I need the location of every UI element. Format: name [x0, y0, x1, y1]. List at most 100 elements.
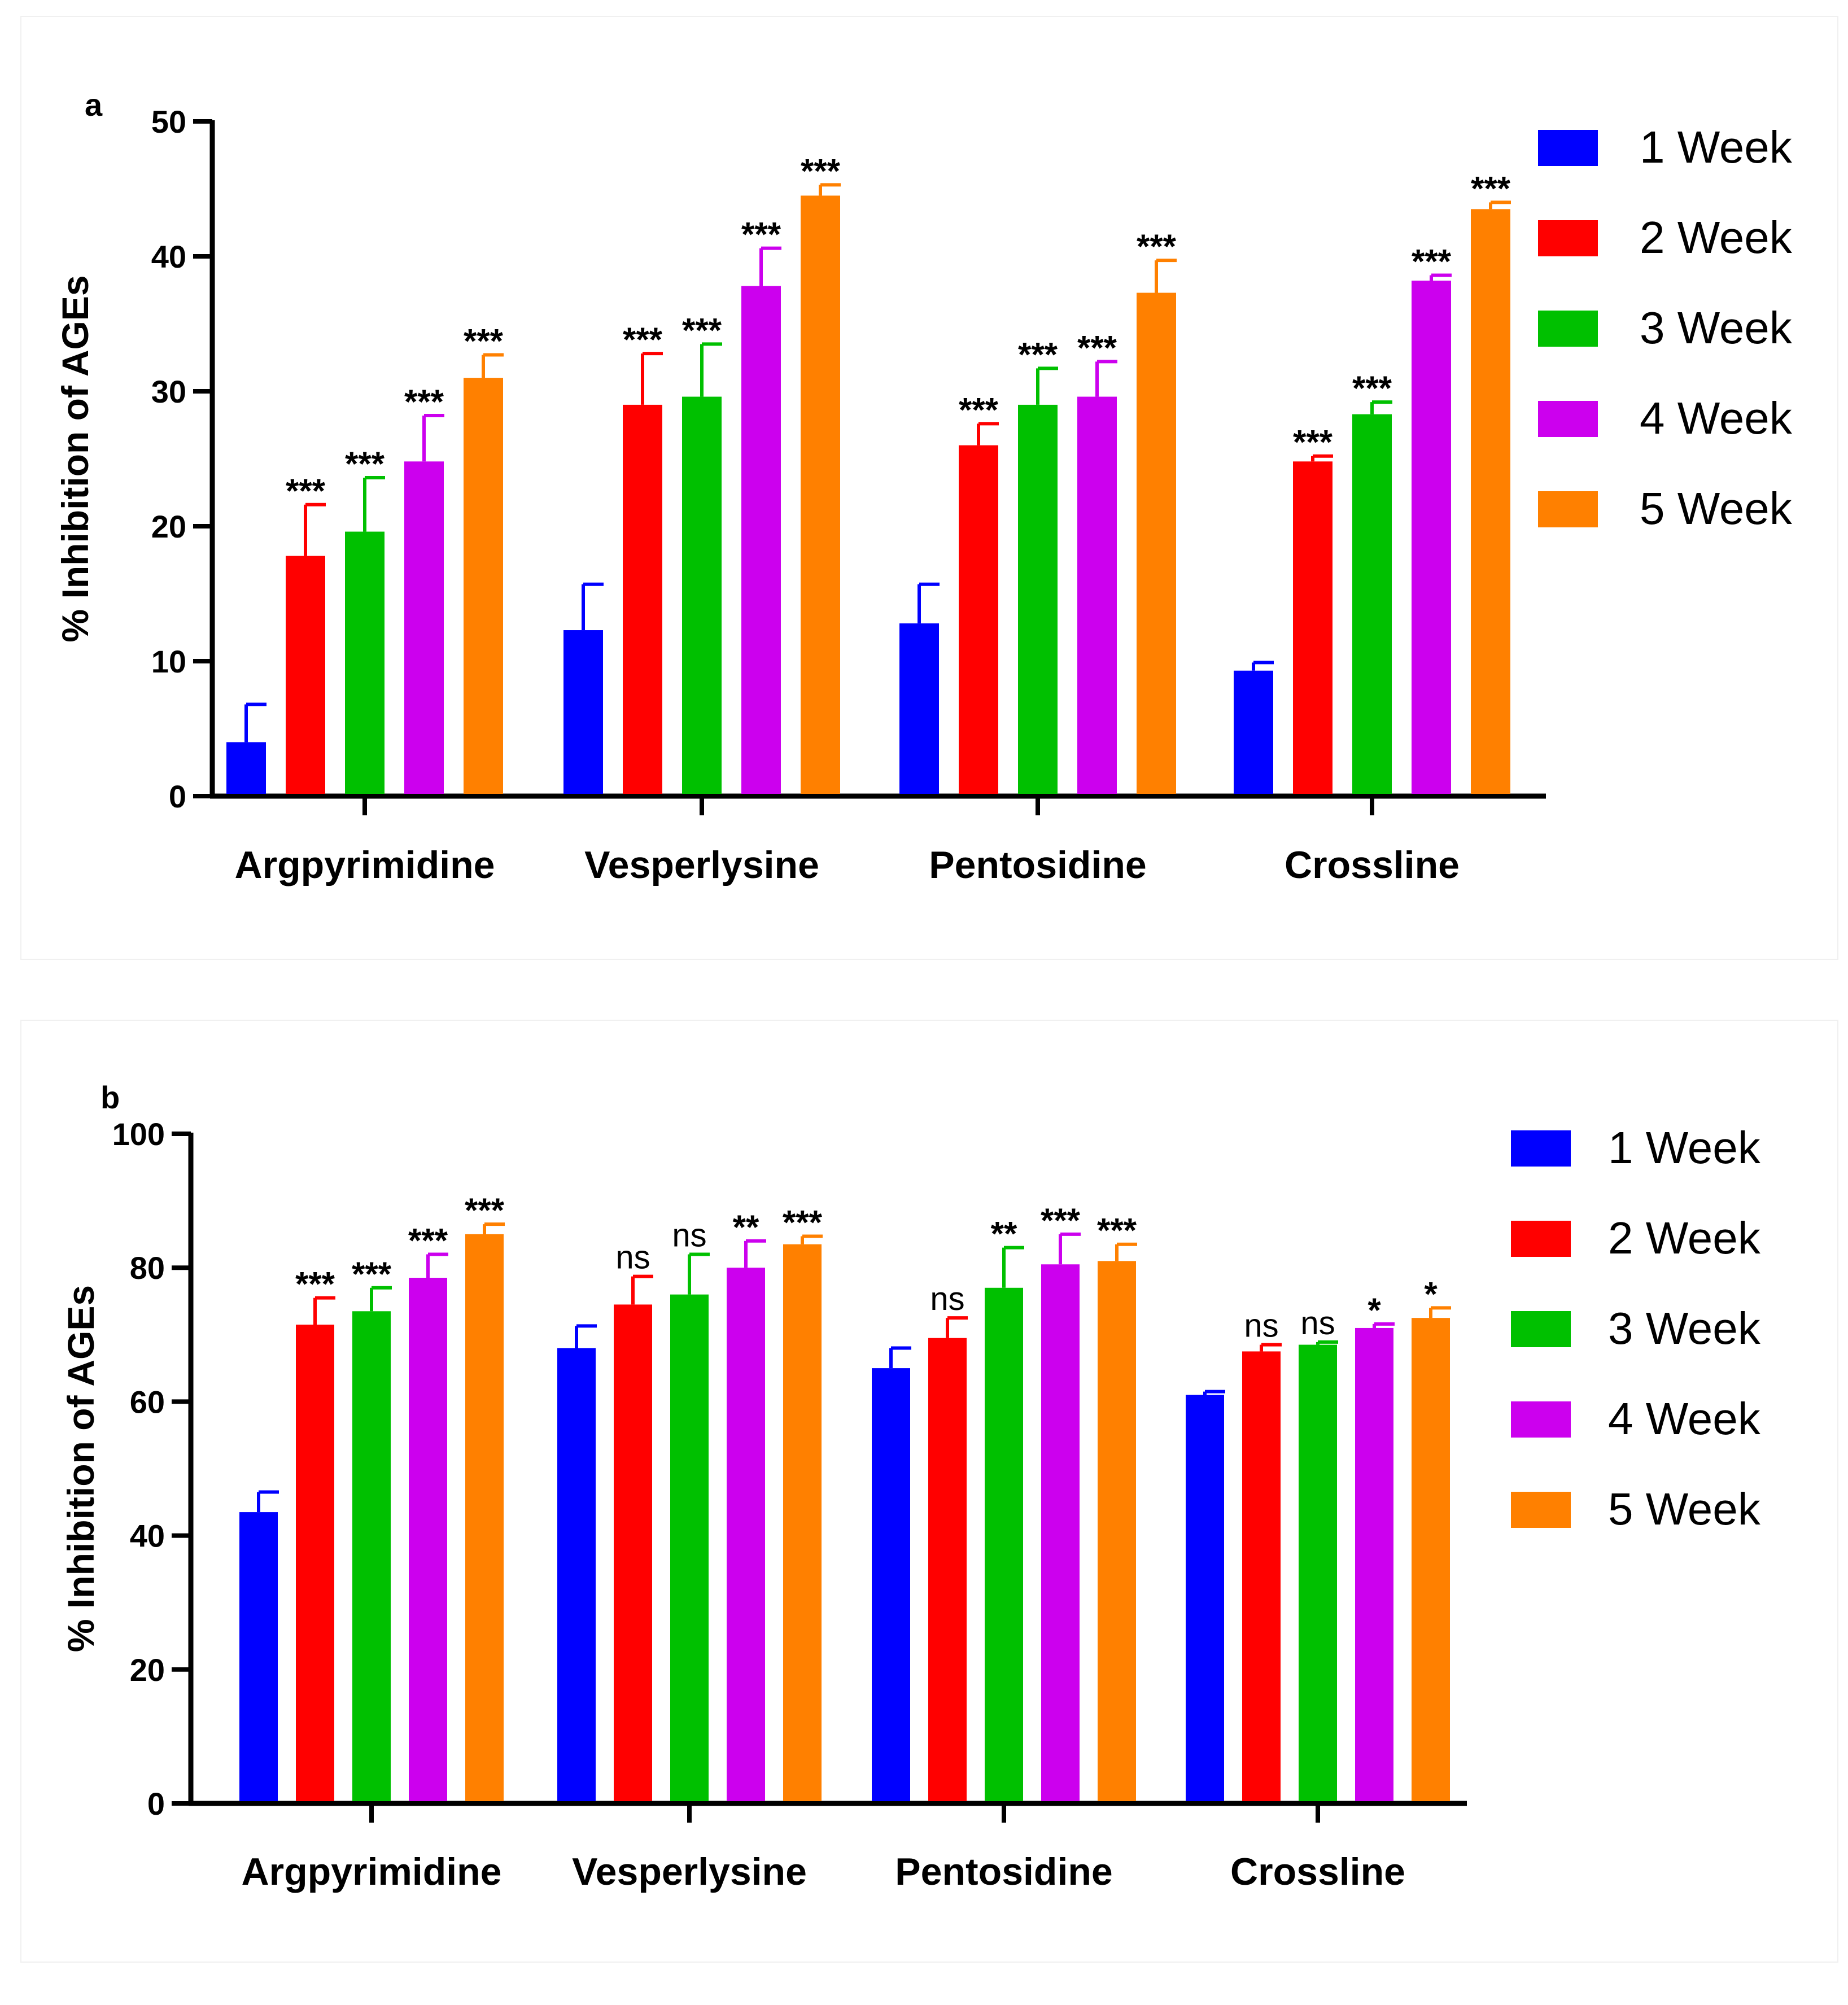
chart-b-legend-swatch	[1511, 1492, 1571, 1528]
chart-b-legend-label: 5 Week	[1608, 1484, 1761, 1534]
chart-b-bar	[1098, 1261, 1136, 1801]
chart-a-x-tick-label: Vesperlysine	[584, 844, 819, 886]
chart-a-bar	[345, 531, 385, 794]
chart-a-significance-label: ***	[1352, 369, 1392, 407]
chart-a-x-tick-label: Crossline	[1285, 844, 1460, 886]
chart-b-significance-label: ***	[1041, 1202, 1081, 1239]
chart-a-bar	[959, 445, 998, 794]
chart-b-legend-label: 2 Week	[1608, 1213, 1761, 1263]
chart-b-significance-label: ns	[930, 1281, 964, 1317]
chart-a-legend-label: 5 Week	[1640, 483, 1793, 534]
chart-b-legend-label: 4 Week	[1608, 1394, 1761, 1444]
chart-b-bar	[670, 1294, 709, 1801]
chart-b-y-tick-label: 20	[130, 1652, 165, 1688]
chart-b-significance-label: ***	[465, 1191, 505, 1229]
chart-b-y-tick-label: 80	[130, 1250, 165, 1286]
chart-a-bar	[1018, 404, 1058, 794]
chart-a-significance-label: ***	[959, 391, 999, 429]
chart-a-y-tick-label: 30	[151, 374, 186, 409]
chart-b-significance-label: ns	[1244, 1308, 1278, 1344]
chart-a-bar	[1412, 281, 1451, 794]
chart-b-bar	[1299, 1344, 1337, 1801]
chart-b-y-tick-label: 0	[147, 1786, 165, 1821]
chart-a-bar	[1234, 670, 1273, 794]
chart-a-legend-swatch	[1538, 220, 1598, 256]
chart-b-bar	[1041, 1264, 1080, 1801]
chart-a-bar	[464, 378, 503, 794]
chart-a-bar	[1293, 461, 1333, 794]
chart-a-bar	[801, 195, 840, 794]
chart-a-legend-swatch	[1538, 491, 1598, 527]
chart-b-panel-label: b	[101, 1080, 120, 1115]
chart-b-significance-label: ns	[1300, 1305, 1335, 1342]
chart-b-significance-label: ***	[295, 1265, 335, 1303]
chart-a-significance-label: ***	[1412, 242, 1452, 280]
chart-a-y-tick-label: 0	[169, 779, 186, 814]
chart-b-y-tick-label: 100	[112, 1116, 165, 1152]
chart-b-significance-label: ns	[672, 1217, 706, 1253]
chart-b-significance-label: *	[1424, 1275, 1438, 1313]
chart-a-bar	[623, 404, 662, 794]
chart-b-bar	[1186, 1395, 1224, 1801]
chart-b-bar	[1242, 1351, 1281, 1801]
chart-a-panel-label: a	[85, 87, 103, 123]
chart-b-significance-label: ***	[783, 1203, 823, 1241]
chart-b-bar	[928, 1338, 967, 1801]
chart-a-significance-label: ***	[1077, 329, 1117, 366]
chart-a-y-tick-label: 50	[151, 104, 186, 139]
chart-b-bar	[614, 1304, 652, 1801]
chart-b-bar	[985, 1287, 1023, 1801]
chart-b-legend-label: 3 Week	[1608, 1303, 1761, 1353]
chart-a-bar	[1352, 414, 1392, 794]
chart-a-significance-label: ***	[345, 445, 385, 483]
chart-b-significance-label: ***	[1097, 1212, 1137, 1250]
chart-b-significance-label: ***	[408, 1221, 448, 1259]
chart-b-significance-label: **	[991, 1215, 1017, 1253]
chart-b-bar	[1412, 1318, 1450, 1801]
chart-a-bar	[563, 630, 603, 794]
chart-a-significance-label: ***	[1471, 169, 1511, 207]
chart-b-x-tick-label: Argpyrimidine	[242, 1850, 502, 1893]
chart-b-x-tick-label: Pentosidine	[895, 1850, 1112, 1893]
chart-b-svg: b % Inhibition of AGEs 0 20 40 60 80 100 Argpyri…	[60, 1080, 1761, 1893]
chart-a-bar	[1077, 396, 1117, 794]
chart-a-bar	[226, 742, 266, 794]
chart-b-y-tick-label: 60	[130, 1384, 165, 1419]
chart-a-bar	[741, 286, 781, 794]
chart-a-significance-label: ***	[404, 383, 444, 421]
chart-a-legend-swatch	[1538, 311, 1598, 347]
chart-a-svg: a % Inhibition of AGEs 0 10 20 30 40 50 Argpyrim…	[54, 87, 1793, 886]
chart-a-bar	[682, 396, 722, 794]
chart-a-x-tick-label: Pentosidine	[929, 844, 1146, 886]
chart-a-bar	[1471, 209, 1510, 794]
chart-b-bar	[409, 1277, 447, 1801]
chart-b-legend-swatch	[1511, 1130, 1571, 1167]
chart-a-legend-label: 4 Week	[1640, 393, 1793, 443]
chart-b-y-axis-title: % Inhibition of AGEs	[60, 1285, 102, 1652]
chart-a-legend-swatch	[1538, 401, 1598, 437]
chart-a-bar	[286, 556, 325, 794]
chart-a-legend-swatch	[1538, 130, 1598, 166]
chart-b-significance-label: ***	[352, 1255, 392, 1293]
chart-a-bar	[899, 623, 939, 794]
chart-a-significance-label: ***	[1137, 228, 1177, 265]
chart-a-legend-label: 1 Week	[1640, 122, 1793, 172]
chart-b-bar	[465, 1234, 504, 1801]
chart-b-bar	[239, 1512, 278, 1801]
chart-a-significance-label: ***	[1018, 335, 1058, 373]
chart-b-bar	[727, 1268, 765, 1801]
chart-b-bar	[783, 1244, 822, 1801]
chart-a-y-tick-label: 40	[151, 239, 186, 274]
chart-b-significance-label: ns	[615, 1239, 650, 1276]
chart-a-y-tick-label: 20	[151, 509, 186, 544]
chart-a-significance-label: ***	[801, 152, 841, 190]
chart-a-bar	[1137, 292, 1176, 794]
chart-b-legend-swatch	[1511, 1311, 1571, 1347]
chart-a-significance-label: ***	[623, 321, 663, 359]
chart-a-significance-label: ***	[682, 311, 722, 349]
chart-b-bar	[872, 1368, 910, 1801]
chart-b-bar	[557, 1348, 596, 1801]
chart-b-y-tick-label: 40	[130, 1518, 165, 1554]
chart-a-x-tick-label: Argpyrimidine	[235, 844, 495, 886]
chart-b-bar	[296, 1325, 334, 1801]
